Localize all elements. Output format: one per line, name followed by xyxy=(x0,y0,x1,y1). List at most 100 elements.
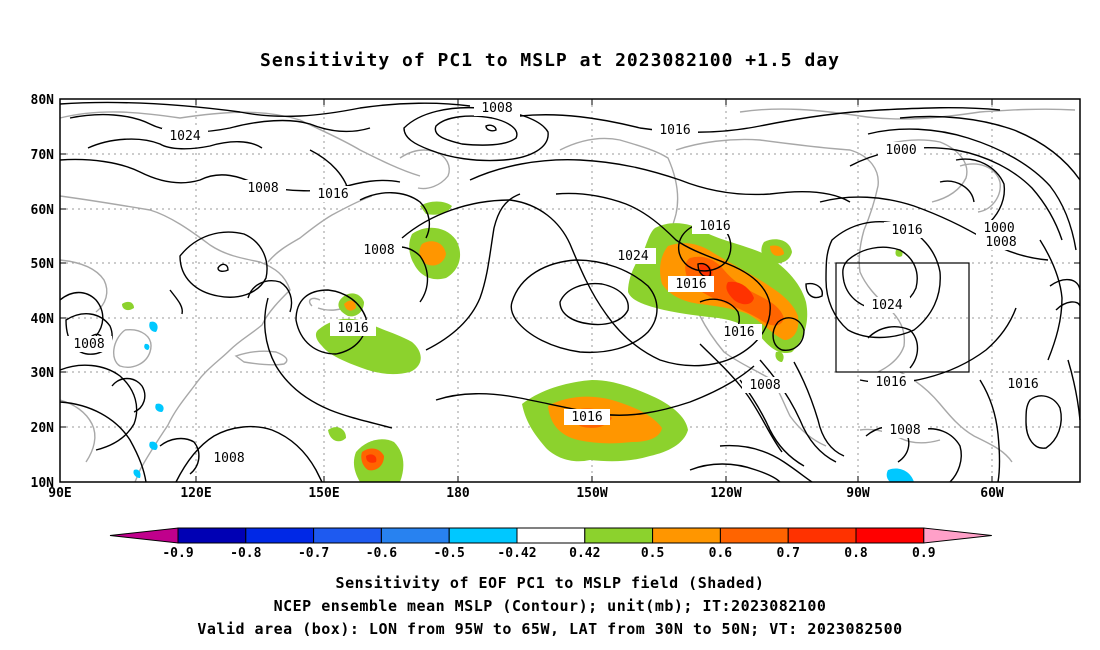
svg-text:1016: 1016 xyxy=(891,223,922,238)
svg-text:1008: 1008 xyxy=(481,101,512,116)
contour-label: 1016 xyxy=(1000,376,1046,392)
contour-label: 1016 xyxy=(330,320,376,336)
caption-line-2: NCEP ensemble mean MSLP (Contour); unit(… xyxy=(273,597,827,615)
svg-text:1016: 1016 xyxy=(1007,377,1038,392)
svg-text:1000: 1000 xyxy=(983,221,1014,236)
contour-label: 1000 xyxy=(976,220,1022,236)
contour-label: 1008 xyxy=(978,234,1024,250)
contour-label: 1008 xyxy=(882,422,928,438)
colorbar-tick-label: 0.9 xyxy=(912,546,935,561)
colorbar-tick-label: -0.5 xyxy=(434,546,465,561)
colorbar-tick-label: 0.5 xyxy=(641,546,664,561)
colorbar-swatch xyxy=(109,527,179,544)
contour-label: 1016 xyxy=(652,122,698,138)
colorbar-swatch xyxy=(855,527,925,544)
colorbar-swatch xyxy=(719,527,789,544)
colorbar-tick-label: -0.6 xyxy=(366,546,397,561)
valid-area-box xyxy=(835,262,970,373)
lon-label: 120W xyxy=(710,486,741,501)
svg-text:1008: 1008 xyxy=(363,243,394,258)
contour-label-group: 1024 1008 1016 1008 1008 1016 1024 1016 … xyxy=(0,0,1046,466)
contour-label: 1016 xyxy=(716,324,762,340)
contour-label: 1016 xyxy=(868,374,914,390)
svg-text:1016: 1016 xyxy=(723,325,754,340)
longitude-labels: 90E 120E 150E 180 150W 120W 90W 60W xyxy=(48,486,1004,501)
colorbar-swatch xyxy=(923,527,992,544)
svg-text:1016: 1016 xyxy=(659,123,690,138)
plot-frame xyxy=(59,98,1081,483)
lon-label: 120E xyxy=(180,486,211,501)
colorbar-swatch xyxy=(584,527,654,544)
svg-text:1008: 1008 xyxy=(749,378,780,393)
contour-label: 1008 xyxy=(0,0,16,4)
axis-ticks xyxy=(60,99,1080,482)
lat-label: 30N xyxy=(31,366,55,381)
svg-text:1016: 1016 xyxy=(875,375,906,390)
caption-line-3: Valid area (box): LON from 95W to 65W, L… xyxy=(197,620,903,638)
colorbar-swatch xyxy=(177,527,247,544)
colorbar-tick-label: -0.7 xyxy=(298,546,329,561)
lon-label: 60W xyxy=(980,486,1004,501)
contour-label: 1024 xyxy=(610,248,656,264)
contour-label: 1008 xyxy=(356,242,402,258)
colorbar-swatch xyxy=(380,527,450,544)
colorbar-tick-label: -0.42 xyxy=(497,546,536,561)
colorbar-tick-label: -0.8 xyxy=(230,546,261,561)
colorbar-tick-label: 0.7 xyxy=(776,546,799,561)
contour-label: 1016 xyxy=(692,218,738,234)
lon-label: 180 xyxy=(446,486,470,501)
colorbar-swatch xyxy=(313,527,382,544)
svg-text:1008: 1008 xyxy=(213,451,244,466)
colorbar-tick-label: -0.9 xyxy=(162,546,193,561)
svg-text:1024: 1024 xyxy=(617,249,648,264)
contour-label: 1016 xyxy=(310,186,356,202)
svg-text:1024: 1024 xyxy=(871,298,902,313)
svg-text:1000: 1000 xyxy=(885,143,916,158)
svg-text:1016: 1016 xyxy=(337,321,368,336)
caption-line-1: Sensitivity of EOF PC1 to MSLP field (Sh… xyxy=(335,574,765,592)
svg-text:1016: 1016 xyxy=(317,187,348,202)
lat-label: 10N xyxy=(31,476,55,491)
colorbar-swatch xyxy=(652,527,721,544)
contour-label: 1016 xyxy=(668,276,714,292)
contour-label: 1008 xyxy=(206,450,252,466)
contour-label: 1024 xyxy=(162,128,208,144)
colorbar-tick-label: 0.8 xyxy=(844,546,868,561)
lat-label: 60N xyxy=(31,203,55,218)
colorbar-swatch xyxy=(516,527,586,544)
svg-text:1008: 1008 xyxy=(73,337,104,352)
colorbar-swatch xyxy=(787,527,857,544)
coastlines xyxy=(59,108,1076,483)
contour-label: 1016 xyxy=(564,409,610,425)
svg-text:1008: 1008 xyxy=(247,181,278,196)
contour-label: 1008 xyxy=(240,180,286,196)
svg-text:1008: 1008 xyxy=(985,235,1016,250)
colorbar-swatch xyxy=(448,527,518,544)
lat-label: 50N xyxy=(31,257,55,272)
contour-label: 1016 xyxy=(0,0,16,4)
lat-label: 20N xyxy=(31,421,55,436)
svg-text:1008: 1008 xyxy=(889,423,920,438)
svg-text:1016: 1016 xyxy=(675,277,706,292)
colorbar-tick-label: 0.42 xyxy=(569,546,600,561)
contour-label: 1016 xyxy=(884,222,930,238)
svg-text:1016: 1016 xyxy=(571,410,602,425)
latitude-labels: 80N 70N 60N 50N 40N 30N 20N 10N xyxy=(31,93,55,491)
lon-label: 90E xyxy=(48,486,71,501)
lon-label: 90W xyxy=(846,486,870,501)
contour-label: 1008 xyxy=(742,377,788,393)
lat-label: 40N xyxy=(31,312,55,327)
svg-text:1024: 1024 xyxy=(169,129,200,144)
colorbar-tick-label: 0.6 xyxy=(709,546,733,561)
svg-text:1016: 1016 xyxy=(699,219,730,234)
contour-label: 1024 xyxy=(864,297,910,313)
contour-label: 1008 xyxy=(66,336,112,352)
colorbar: -0.9 -0.8 -0.7 -0.6 -0.5 -0.42 0.42 0.5 0.6 0.7 0.… xyxy=(109,527,992,561)
contour-label: 1008 xyxy=(474,100,520,116)
lon-label: 150W xyxy=(576,486,607,501)
lat-label: 70N xyxy=(31,148,55,163)
lat-label: 80N xyxy=(31,93,55,108)
contour-label: 1000 xyxy=(878,142,924,158)
colorbar-swatch xyxy=(245,527,315,544)
